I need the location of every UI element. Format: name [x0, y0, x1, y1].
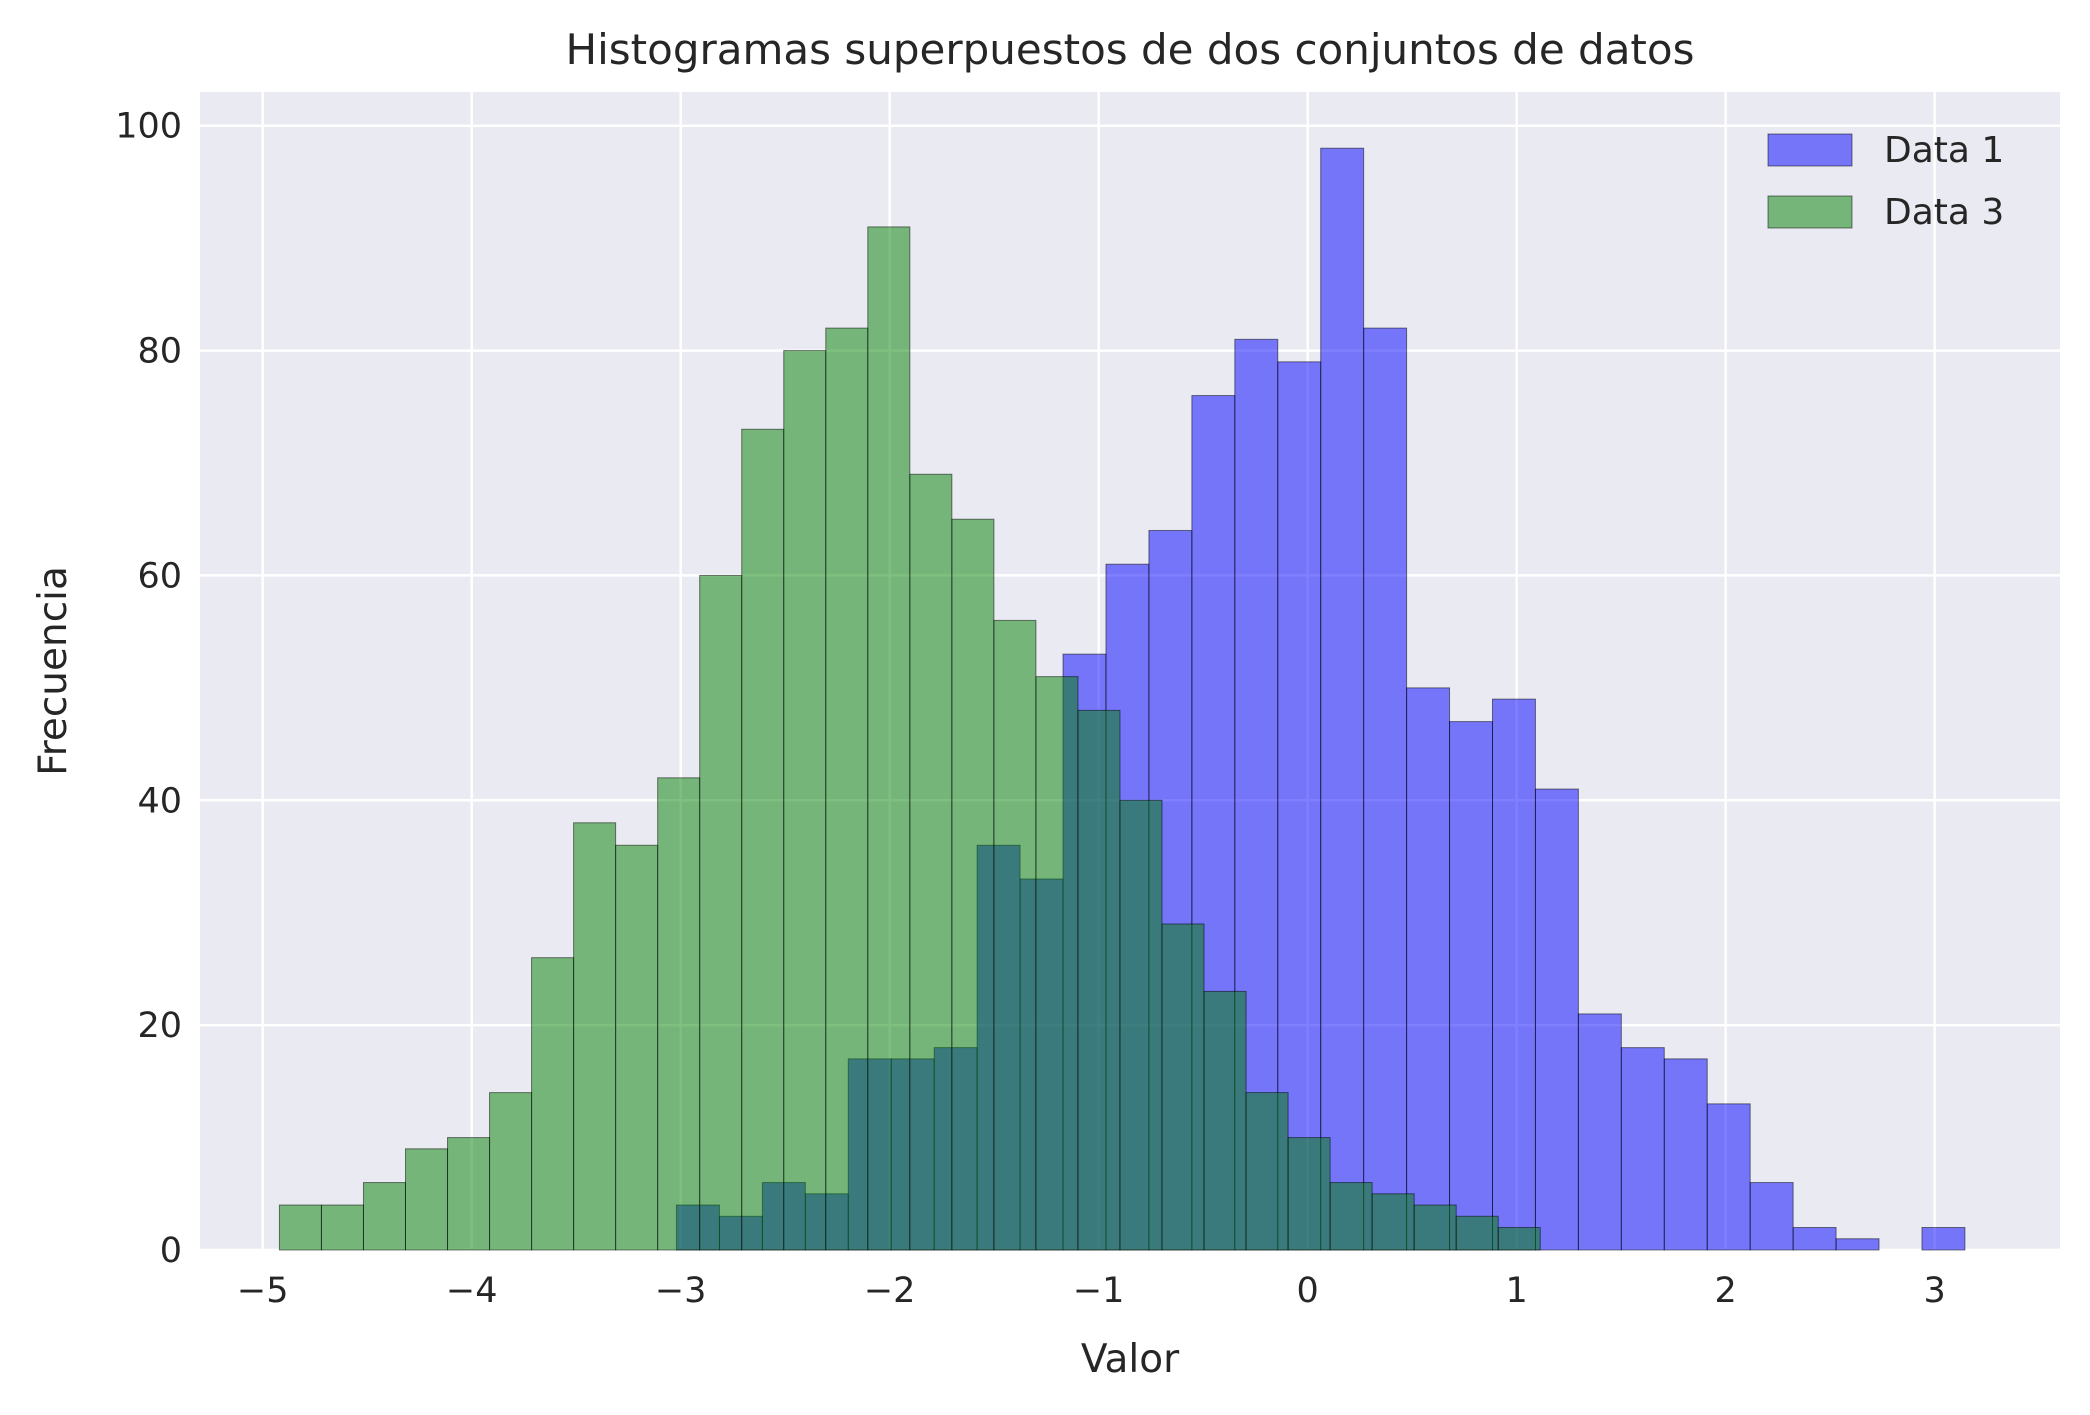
y-tick-label: 80 [137, 332, 182, 372]
histogram-bar [1035, 676, 1079, 1251]
histogram-bar [1203, 990, 1247, 1251]
histogram-bar [1491, 698, 1536, 1251]
histogram-bar [362, 1182, 406, 1251]
histogram-bar [573, 822, 617, 1251]
histogram-bar [1749, 1182, 1794, 1251]
y-tick-label: 60 [137, 556, 182, 596]
legend: Data 1 Data 3 [1767, 130, 2004, 233]
histogram-bar [867, 226, 911, 1251]
x-tick-label: −5 [237, 1271, 289, 1311]
histogram-bar [1245, 1092, 1289, 1251]
x-tick-label: 0 [1296, 1271, 1318, 1311]
histogram-bar [1077, 709, 1121, 1251]
histogram-bar [699, 574, 743, 1251]
x-tick-label: −1 [1073, 1271, 1125, 1311]
histogram-bar [1620, 1047, 1665, 1251]
histogram-bar [447, 1137, 491, 1251]
histogram-bar [783, 350, 827, 1251]
histogram-bar [657, 777, 701, 1251]
histogram-bar [1577, 1013, 1622, 1251]
histogram-bar [1287, 1137, 1331, 1251]
histogram-bar [1706, 1103, 1751, 1251]
histogram-bar [1119, 799, 1163, 1251]
x-tick-label: −4 [446, 1271, 498, 1311]
x-tick-label: −2 [864, 1271, 916, 1311]
y-tick-label: 20 [137, 1006, 182, 1046]
legend-swatch-data-3 [1767, 195, 1853, 229]
histogram-bar [320, 1204, 364, 1251]
x-tick-label: 1 [1505, 1271, 1527, 1311]
histogram-bar [1497, 1227, 1541, 1251]
histogram-bar [1161, 923, 1205, 1251]
legend-label-data-1: Data 1 [1884, 130, 2004, 171]
tick-labels: −5 −4 −3 −2 −1 0 1 2 3 0 20 40 60 80 100 [115, 107, 1946, 1311]
histogram-bar [741, 428, 785, 1251]
y-tick-label: 100 [115, 107, 182, 147]
series-data-1-bars [675, 147, 1966, 1251]
histogram-bar [404, 1148, 449, 1251]
histogram-bar [1406, 687, 1451, 1251]
histogram-bar [1329, 1182, 1373, 1251]
histogram-bar [951, 518, 995, 1251]
histogram-bar [278, 1204, 322, 1251]
x-tick-label: 3 [1923, 1271, 1945, 1311]
histogram-bar [615, 844, 659, 1251]
histogram-bar [1363, 327, 1408, 1251]
chart-title: Histogramas superpuestos de dos conjunto… [566, 25, 1695, 74]
histogram-bar [825, 327, 869, 1251]
histogram-bars [278, 147, 1966, 1251]
x-tick-label: −3 [655, 1271, 707, 1311]
histogram-bar [1320, 147, 1365, 1251]
y-axis-label: Frecuencia [31, 566, 76, 776]
histogram-bar [1455, 1215, 1499, 1251]
histogram-bar [909, 473, 953, 1251]
histogram-bar [1371, 1193, 1415, 1251]
series-data-3-bars [278, 226, 1541, 1251]
histogram-bar [993, 619, 1037, 1251]
histogram-bar [489, 1092, 533, 1251]
histogram-bar [1534, 788, 1579, 1251]
legend-label-data-3: Data 3 [1884, 192, 2004, 233]
histogram-bar [1921, 1227, 1966, 1251]
x-axis-label: Valor [1081, 1337, 1180, 1382]
legend-swatch-data-1 [1767, 133, 1853, 167]
x-tick-label: 2 [1714, 1271, 1736, 1311]
histogram-bar [1835, 1238, 1880, 1251]
histogram-bar [1663, 1058, 1708, 1251]
histogram-bar [1449, 721, 1493, 1251]
y-tick-label: 40 [137, 781, 182, 821]
histogram-bar [1413, 1204, 1457, 1251]
y-tick-label: 0 [160, 1231, 182, 1271]
histogram-bar [531, 957, 575, 1251]
histogram-bar [1792, 1227, 1837, 1251]
